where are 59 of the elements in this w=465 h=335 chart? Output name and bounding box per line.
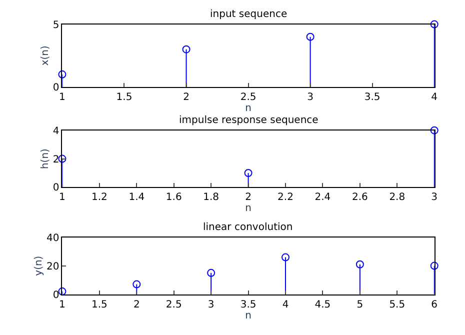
x-tick-label: 2 <box>133 299 140 310</box>
y-tick-label: 0 <box>52 290 60 301</box>
x-tick-label: 1.5 <box>116 92 132 103</box>
y-tick-label: 5 <box>52 20 60 31</box>
y-tick-label: 0 <box>52 182 60 194</box>
y-tick-label: 4 <box>52 126 60 137</box>
y-tick-label: 2 <box>52 154 60 166</box>
x-tick-label: 3 <box>431 192 438 204</box>
point <box>430 20 438 28</box>
x-tick-label: 2.8 <box>389 192 406 204</box>
point <box>306 32 314 41</box>
x-tick-label: 1.4 <box>128 192 145 204</box>
point <box>244 169 252 177</box>
x-tick-label: 2 <box>183 92 190 103</box>
x-tick-label: 4 <box>431 92 438 103</box>
x-tick-label: 2 <box>245 192 252 204</box>
y-tick-label: 20 <box>46 261 60 272</box>
x-axis-title: n <box>245 310 252 322</box>
x-tick-label: 1 <box>59 92 66 103</box>
x-tick-label: 3.5 <box>364 92 380 103</box>
y-axis-title: y(n) <box>33 256 44 276</box>
x-tick-label: 4 <box>282 299 289 310</box>
point <box>58 287 66 296</box>
x-tick-label: 2.6 <box>352 192 368 204</box>
x-tick-label: 2.5 <box>240 92 256 103</box>
chart-title: impulse response sequence <box>179 115 318 126</box>
y-tick-label: 40 <box>46 232 60 244</box>
x-tick-label: 1 <box>59 192 66 204</box>
x-tick-label: 2.2 <box>278 192 294 204</box>
point <box>430 262 438 270</box>
point <box>182 45 190 54</box>
y-axis-title: h(n) <box>40 148 51 170</box>
x-tick-label: 2.5 <box>166 299 182 310</box>
chart-title: input sequence <box>210 9 288 20</box>
point <box>58 70 66 78</box>
x-tick-label: 1.8 <box>203 192 220 204</box>
y-axis-title: x(n) <box>40 45 51 66</box>
point <box>430 126 438 134</box>
x-tick-label: 5 <box>356 299 364 310</box>
x-axis-title: n <box>245 102 252 114</box>
point <box>58 154 66 163</box>
chart-title: linear convolution <box>203 222 293 233</box>
point <box>282 253 290 262</box>
x-tick-label: 1 <box>59 299 66 310</box>
x-tick-label: 1.6 <box>166 192 182 204</box>
x-tick-label: 3 <box>208 299 214 310</box>
x-tick-label: 6 <box>431 299 438 310</box>
x-tick-label: 3.5 <box>240 299 256 310</box>
x-tick-label: 5.5 <box>389 299 406 310</box>
point <box>132 280 141 288</box>
x-tick-label: 1.2 <box>91 192 108 204</box>
point <box>356 260 364 268</box>
y-tick-label: 0 <box>52 82 60 94</box>
x-tick-label: 4.5 <box>314 299 331 310</box>
x-axis-title: n <box>245 203 252 214</box>
x-tick-label: 3 <box>307 92 314 103</box>
x-tick-label: 1.5 <box>91 299 108 310</box>
x-tick-label: 2.4 <box>314 192 331 204</box>
point <box>207 268 216 277</box>
